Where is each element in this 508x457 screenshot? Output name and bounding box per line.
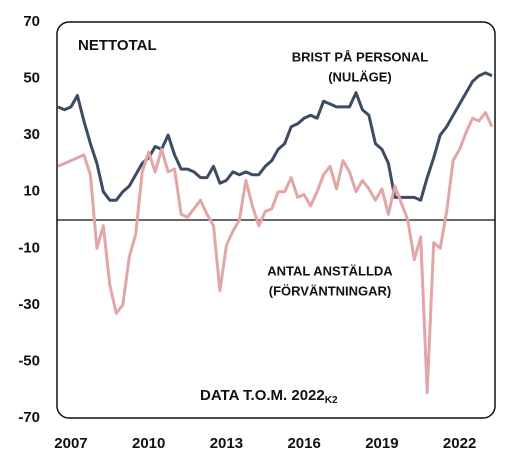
x-tick-label: 2007	[54, 435, 87, 452]
x-tick-label: 2022	[443, 435, 476, 452]
chart-title: NETTOTAL	[78, 37, 157, 54]
note: DATA T.O.M. 2022K2	[200, 387, 338, 406]
y-tick-label: 50	[23, 70, 40, 87]
series-sublabel: (NULÄGE)	[328, 69, 392, 84]
series-label: ANTAL ANSTÄLLDA	[267, 263, 393, 278]
y-tick-label: 10	[23, 183, 40, 200]
series-line	[57, 71, 493, 202]
note-sub: K2	[325, 395, 338, 406]
y-tick-label: 70	[23, 13, 40, 30]
y-tick-label: -70	[18, 409, 40, 426]
x-tick-label: 2019	[365, 435, 398, 452]
y-tick-label: -50	[18, 352, 40, 369]
series-line	[57, 111, 494, 394]
y-tick-label: 30	[23, 126, 40, 143]
x-tick-label: 2010	[132, 435, 165, 452]
x-tick-label: 2013	[210, 435, 243, 452]
y-tick-label: -10	[18, 239, 40, 256]
note-text: DATA T.O.M. 2022	[200, 387, 325, 404]
x-tick-label: 2016	[287, 435, 320, 452]
series-sublabel: (FÖRVÄNTNINGAR)	[269, 283, 392, 298]
series-label: BRIST PÅ PERSONAL	[292, 49, 429, 64]
y-tick-label: -30	[18, 296, 40, 313]
